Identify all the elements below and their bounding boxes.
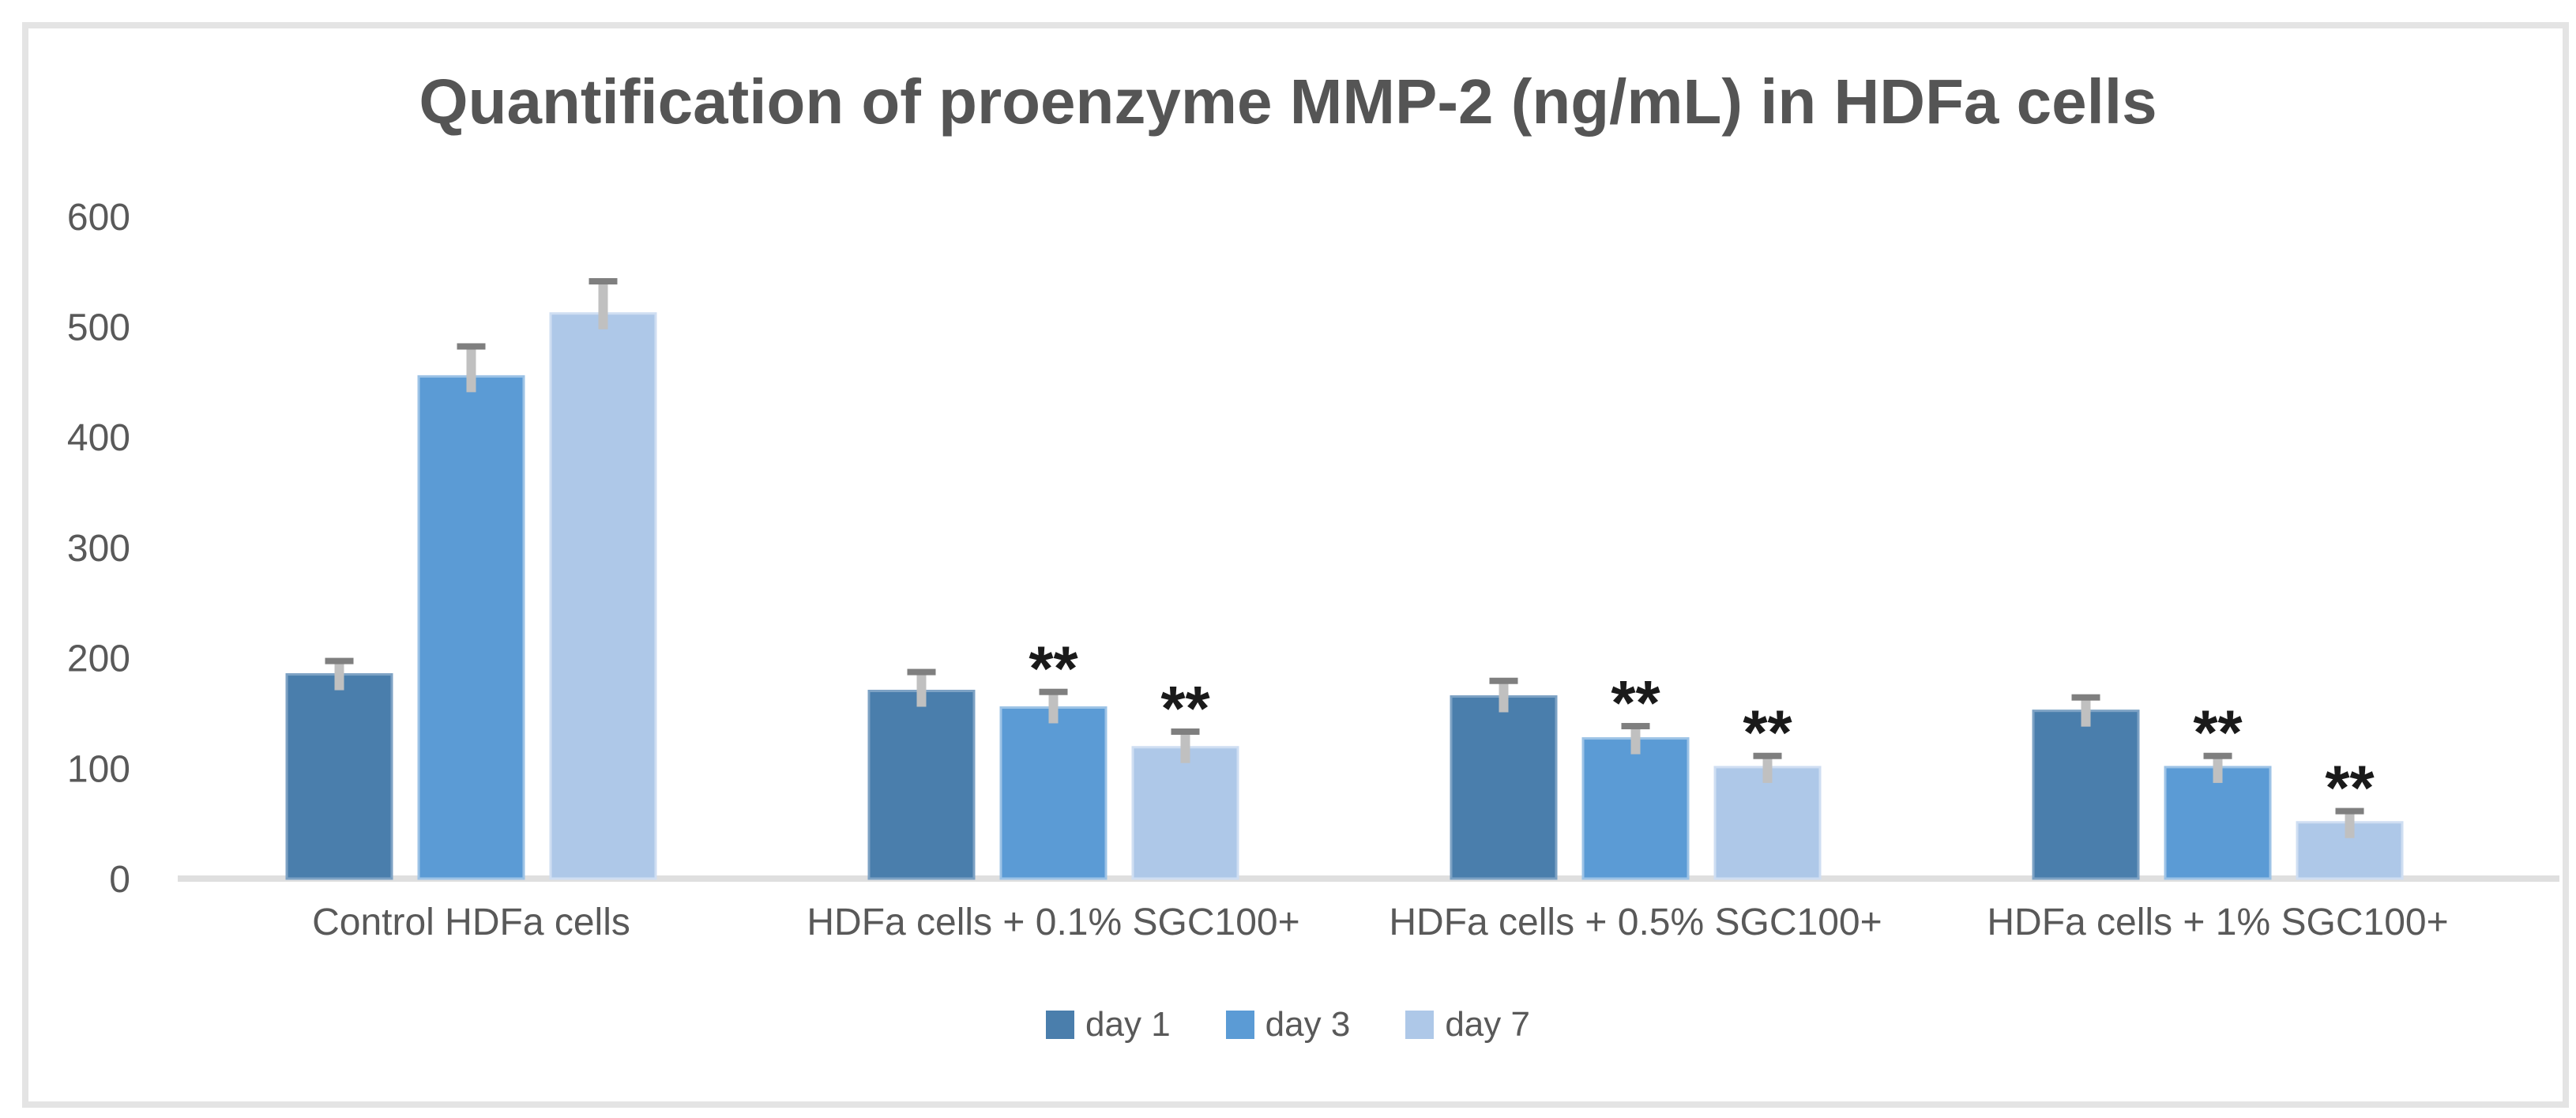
- y-tick-label: 600: [67, 197, 130, 239]
- y-tick-label: 500: [67, 307, 130, 349]
- y-tick-label: 200: [67, 638, 130, 680]
- chart-title: Quantification of proenzyme MMP-2 (ng/mL…: [419, 66, 2157, 137]
- y-tick-label: 100: [67, 748, 130, 790]
- error-bar-cap: [1621, 723, 1650, 730]
- bar-day3-cat2: [999, 706, 1107, 880]
- y-tick-label: 0: [109, 859, 130, 901]
- legend-item-day-3: day 3: [1225, 1005, 1351, 1045]
- legend-swatch: [1405, 1011, 1435, 1039]
- legend-label: day 3: [1265, 1005, 1351, 1044]
- error-bar-cap: [1489, 677, 1518, 684]
- error-bar-stem: [1762, 757, 1773, 783]
- error-bar-cap: [907, 668, 936, 676]
- legend-item-day-1: day 1: [1046, 1005, 1171, 1045]
- error-bar-stem: [916, 673, 927, 707]
- bar-day1-cat4: [2032, 710, 2140, 880]
- error-bar-stem: [1180, 733, 1190, 763]
- error-bar-cap: [2335, 807, 2364, 815]
- legend-label: day 1: [1085, 1005, 1171, 1044]
- y-tick-label: 400: [67, 417, 130, 459]
- x-category-label: Control HDFa cells: [312, 902, 630, 943]
- bar-day7-cat2: [1131, 746, 1239, 880]
- error-bar-stem: [1630, 728, 1641, 755]
- significance-marker: **: [1029, 634, 1078, 704]
- x-category-label: HDFa cells + 0.5% SGC100+: [1389, 902, 1882, 943]
- significance-marker: **: [2325, 753, 2375, 823]
- bar-day3-cat3: [1581, 737, 1690, 880]
- error-bar-cap: [457, 343, 486, 350]
- error-bar-cap: [2071, 694, 2100, 701]
- x-category-label: HDFa cells + 0.1% SGC100+: [807, 902, 1299, 943]
- error-bar-stem: [466, 348, 476, 393]
- legend: day 1 day 3 day 7: [0, 1005, 2576, 1045]
- legend-swatch: [1046, 1011, 1075, 1039]
- bar-day3-cat1: [417, 375, 525, 880]
- error-bar-stem: [2345, 812, 2355, 838]
- error-bar-cap: [589, 278, 618, 285]
- bar-day3-cat4: [2164, 766, 2272, 880]
- bar-day7-cat1: [549, 312, 657, 880]
- error-bar-cap: [325, 657, 354, 664]
- legend-swatch: [1225, 1011, 1254, 1039]
- y-tick-label: 300: [67, 528, 130, 570]
- error-bar-cap: [2203, 752, 2232, 759]
- error-bar-cap: [1753, 752, 1782, 759]
- x-axis-line: [178, 875, 2559, 882]
- significance-marker: **: [1160, 673, 1210, 743]
- significance-marker: **: [1611, 668, 1660, 738]
- bar-day1-cat1: [285, 673, 393, 880]
- error-bar-stem: [598, 283, 608, 329]
- bar-day1-cat2: [867, 690, 976, 880]
- error-bar-cap: [1171, 728, 1200, 736]
- legend-label: day 7: [1445, 1005, 1530, 1044]
- legend-item-day-7: day 7: [1405, 1005, 1530, 1045]
- error-bar-cap: [1039, 688, 1068, 695]
- x-category-label: HDFa cells + 1% SGC100+: [1987, 902, 2448, 943]
- bar-day1-cat3: [1450, 695, 1558, 880]
- error-bar-stem: [1048, 693, 1059, 724]
- error-bar-stem: [2213, 757, 2223, 783]
- bar-day7-cat3: [1713, 766, 1822, 880]
- error-bar-stem: [2081, 698, 2091, 727]
- error-bar-stem: [334, 662, 344, 691]
- error-bar-stem: [1499, 682, 1509, 713]
- significance-marker: **: [1743, 698, 1792, 768]
- significance-marker: **: [2193, 698, 2243, 768]
